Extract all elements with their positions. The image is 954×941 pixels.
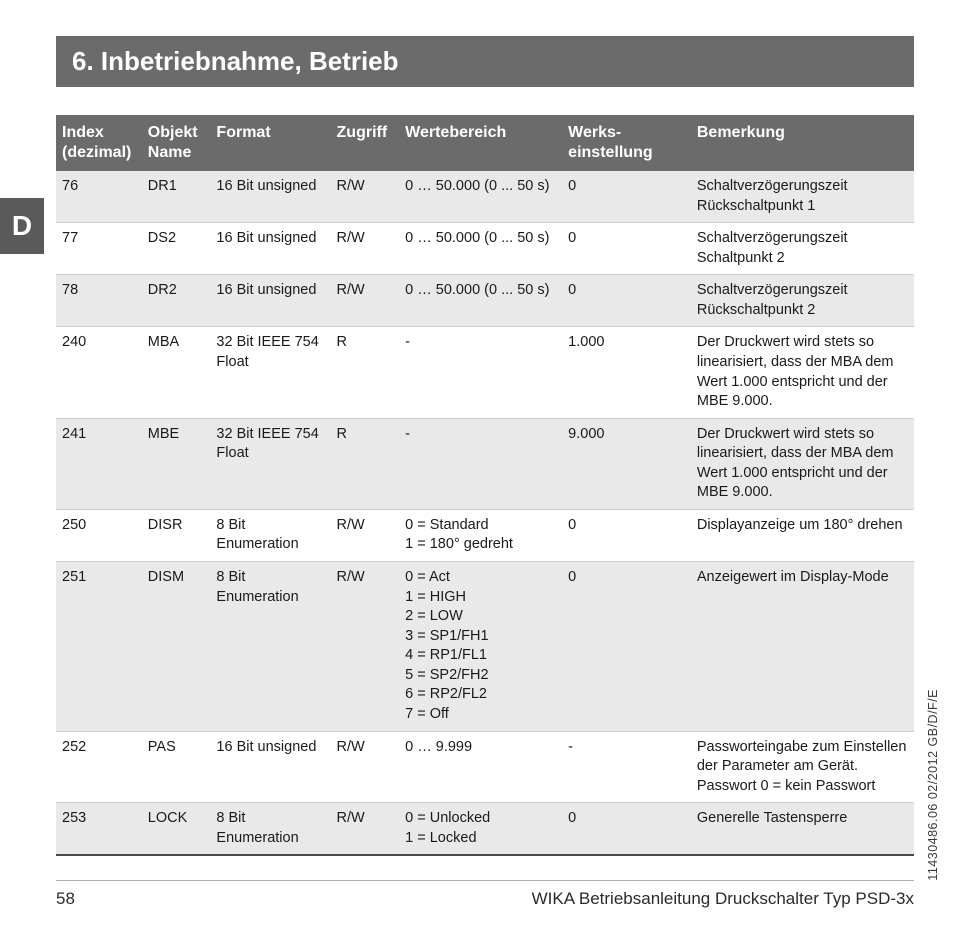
td-range: 0 = Unlocked 1 = Locked xyxy=(399,803,562,856)
td-remark: Der Druckwert wird stets so linearisiert… xyxy=(691,327,914,418)
table-row: 77DS216 Bit unsignedR/W0 … 50.000 (0 ...… xyxy=(56,223,914,275)
td-remark: Generelle Tastensperre xyxy=(691,803,914,856)
parameter-table: Index (dezimal) Objekt Name Format Zugri… xyxy=(56,115,914,856)
td-index: 251 xyxy=(56,562,142,732)
td-access: R/W xyxy=(331,731,400,803)
td-range: - xyxy=(399,418,562,509)
table-row: 240MBA32 Bit IEEE 754 FloatR-1.000Der Dr… xyxy=(56,327,914,418)
td-index: 78 xyxy=(56,275,142,327)
td-default: - xyxy=(562,731,691,803)
td-index: 76 xyxy=(56,171,142,223)
td-default: 1.000 xyxy=(562,327,691,418)
td-default: 0 xyxy=(562,275,691,327)
td-index: 250 xyxy=(56,509,142,561)
th-index: Index (dezimal) xyxy=(56,115,142,171)
table-row: 241MBE32 Bit IEEE 754 FloatR-9.000Der Dr… xyxy=(56,418,914,509)
td-remark: Passworteingabe zum Einstellen der Param… xyxy=(691,731,914,803)
td-range: 0 … 50.000 (0 ... 50 s) xyxy=(399,223,562,275)
td-access: R/W xyxy=(331,275,400,327)
td-access: R/W xyxy=(331,171,400,223)
td-access: R/W xyxy=(331,803,400,856)
td-index: 77 xyxy=(56,223,142,275)
table-header-row: Index (dezimal) Objekt Name Format Zugri… xyxy=(56,115,914,171)
td-remark: Schaltverzögerungszeit Rückschaltpunkt 1 xyxy=(691,171,914,223)
td-access: R/W xyxy=(331,562,400,732)
td-range: 0 … 50.000 (0 ... 50 s) xyxy=(399,275,562,327)
td-access: R/W xyxy=(331,223,400,275)
td-name: DR2 xyxy=(142,275,211,327)
td-name: DR1 xyxy=(142,171,211,223)
td-range: 0 = Act 1 = HIGH 2 = LOW 3 = SP1/FH1 4 =… xyxy=(399,562,562,732)
td-name: DS2 xyxy=(142,223,211,275)
th-name: Objekt Name xyxy=(142,115,211,171)
td-format: 32 Bit IEEE 754 Float xyxy=(210,327,330,418)
td-default: 0 xyxy=(562,171,691,223)
td-format: 16 Bit unsigned xyxy=(210,171,330,223)
td-name: DISM xyxy=(142,562,211,732)
td-index: 252 xyxy=(56,731,142,803)
td-format: 8 Bit Enumeration xyxy=(210,562,330,732)
td-name: MBE xyxy=(142,418,211,509)
td-format: 8 Bit Enumeration xyxy=(210,803,330,856)
td-default: 0 xyxy=(562,509,691,561)
td-remark: Anzeigewert im Display-Mode xyxy=(691,562,914,732)
page-number: 58 xyxy=(56,889,75,909)
language-tab: D xyxy=(0,198,44,254)
td-default: 9.000 xyxy=(562,418,691,509)
table-row: 253LOCK8 Bit EnumerationR/W0 = Unlocked … xyxy=(56,803,914,856)
th-format: Format xyxy=(210,115,330,171)
td-range: 0 … 50.000 (0 ... 50 s) xyxy=(399,171,562,223)
td-name: PAS xyxy=(142,731,211,803)
table-row: 252PAS16 Bit unsignedR/W0 … 9.999-Passwo… xyxy=(56,731,914,803)
td-format: 16 Bit unsigned xyxy=(210,223,330,275)
td-range: 0 = Standard 1 = 180° gedreht xyxy=(399,509,562,561)
th-range: Wertebereich xyxy=(399,115,562,171)
td-format: 32 Bit IEEE 754 Float xyxy=(210,418,330,509)
td-default: 0 xyxy=(562,562,691,732)
td-remark: Schaltverzögerungszeit Schaltpunkt 2 xyxy=(691,223,914,275)
td-remark: Schaltverzögerungszeit Rückschaltpunkt 2 xyxy=(691,275,914,327)
table-row: 76DR116 Bit unsignedR/W0 … 50.000 (0 ...… xyxy=(56,171,914,223)
td-remark: Displayanzeige um 180° drehen xyxy=(691,509,914,561)
td-range: 0 … 9.999 xyxy=(399,731,562,803)
th-access: Zugriff xyxy=(331,115,400,171)
td-index: 241 xyxy=(56,418,142,509)
table-row: 78DR216 Bit unsignedR/W0 … 50.000 (0 ...… xyxy=(56,275,914,327)
td-access: R/W xyxy=(331,509,400,561)
td-format: 8 Bit Enumeration xyxy=(210,509,330,561)
td-default: 0 xyxy=(562,803,691,856)
th-remark: Bemerkung xyxy=(691,115,914,171)
table-row: 251DISM8 Bit EnumerationR/W0 = Act 1 = H… xyxy=(56,562,914,732)
td-remark: Der Druckwert wird stets so linearisiert… xyxy=(691,418,914,509)
document-code: 11430486.06 02/2012 GB/D/F/E xyxy=(926,689,940,881)
td-range: - xyxy=(399,327,562,418)
td-name: DISR xyxy=(142,509,211,561)
section-title: 6. Inbetriebnahme, Betrieb xyxy=(56,36,914,87)
td-name: MBA xyxy=(142,327,211,418)
td-index: 253 xyxy=(56,803,142,856)
table-row: 250DISR8 Bit EnumerationR/W0 = Standard … xyxy=(56,509,914,561)
td-format: 16 Bit unsigned xyxy=(210,731,330,803)
td-default: 0 xyxy=(562,223,691,275)
page-footer: 58 WIKA Betriebsanleitung Druckschalter … xyxy=(56,880,914,909)
td-access: R xyxy=(331,327,400,418)
td-name: LOCK xyxy=(142,803,211,856)
th-default: Werks- einstellung xyxy=(562,115,691,171)
td-access: R xyxy=(331,418,400,509)
td-index: 240 xyxy=(56,327,142,418)
doc-title: WIKA Betriebsanleitung Druckschalter Typ… xyxy=(532,889,914,909)
td-format: 16 Bit unsigned xyxy=(210,275,330,327)
